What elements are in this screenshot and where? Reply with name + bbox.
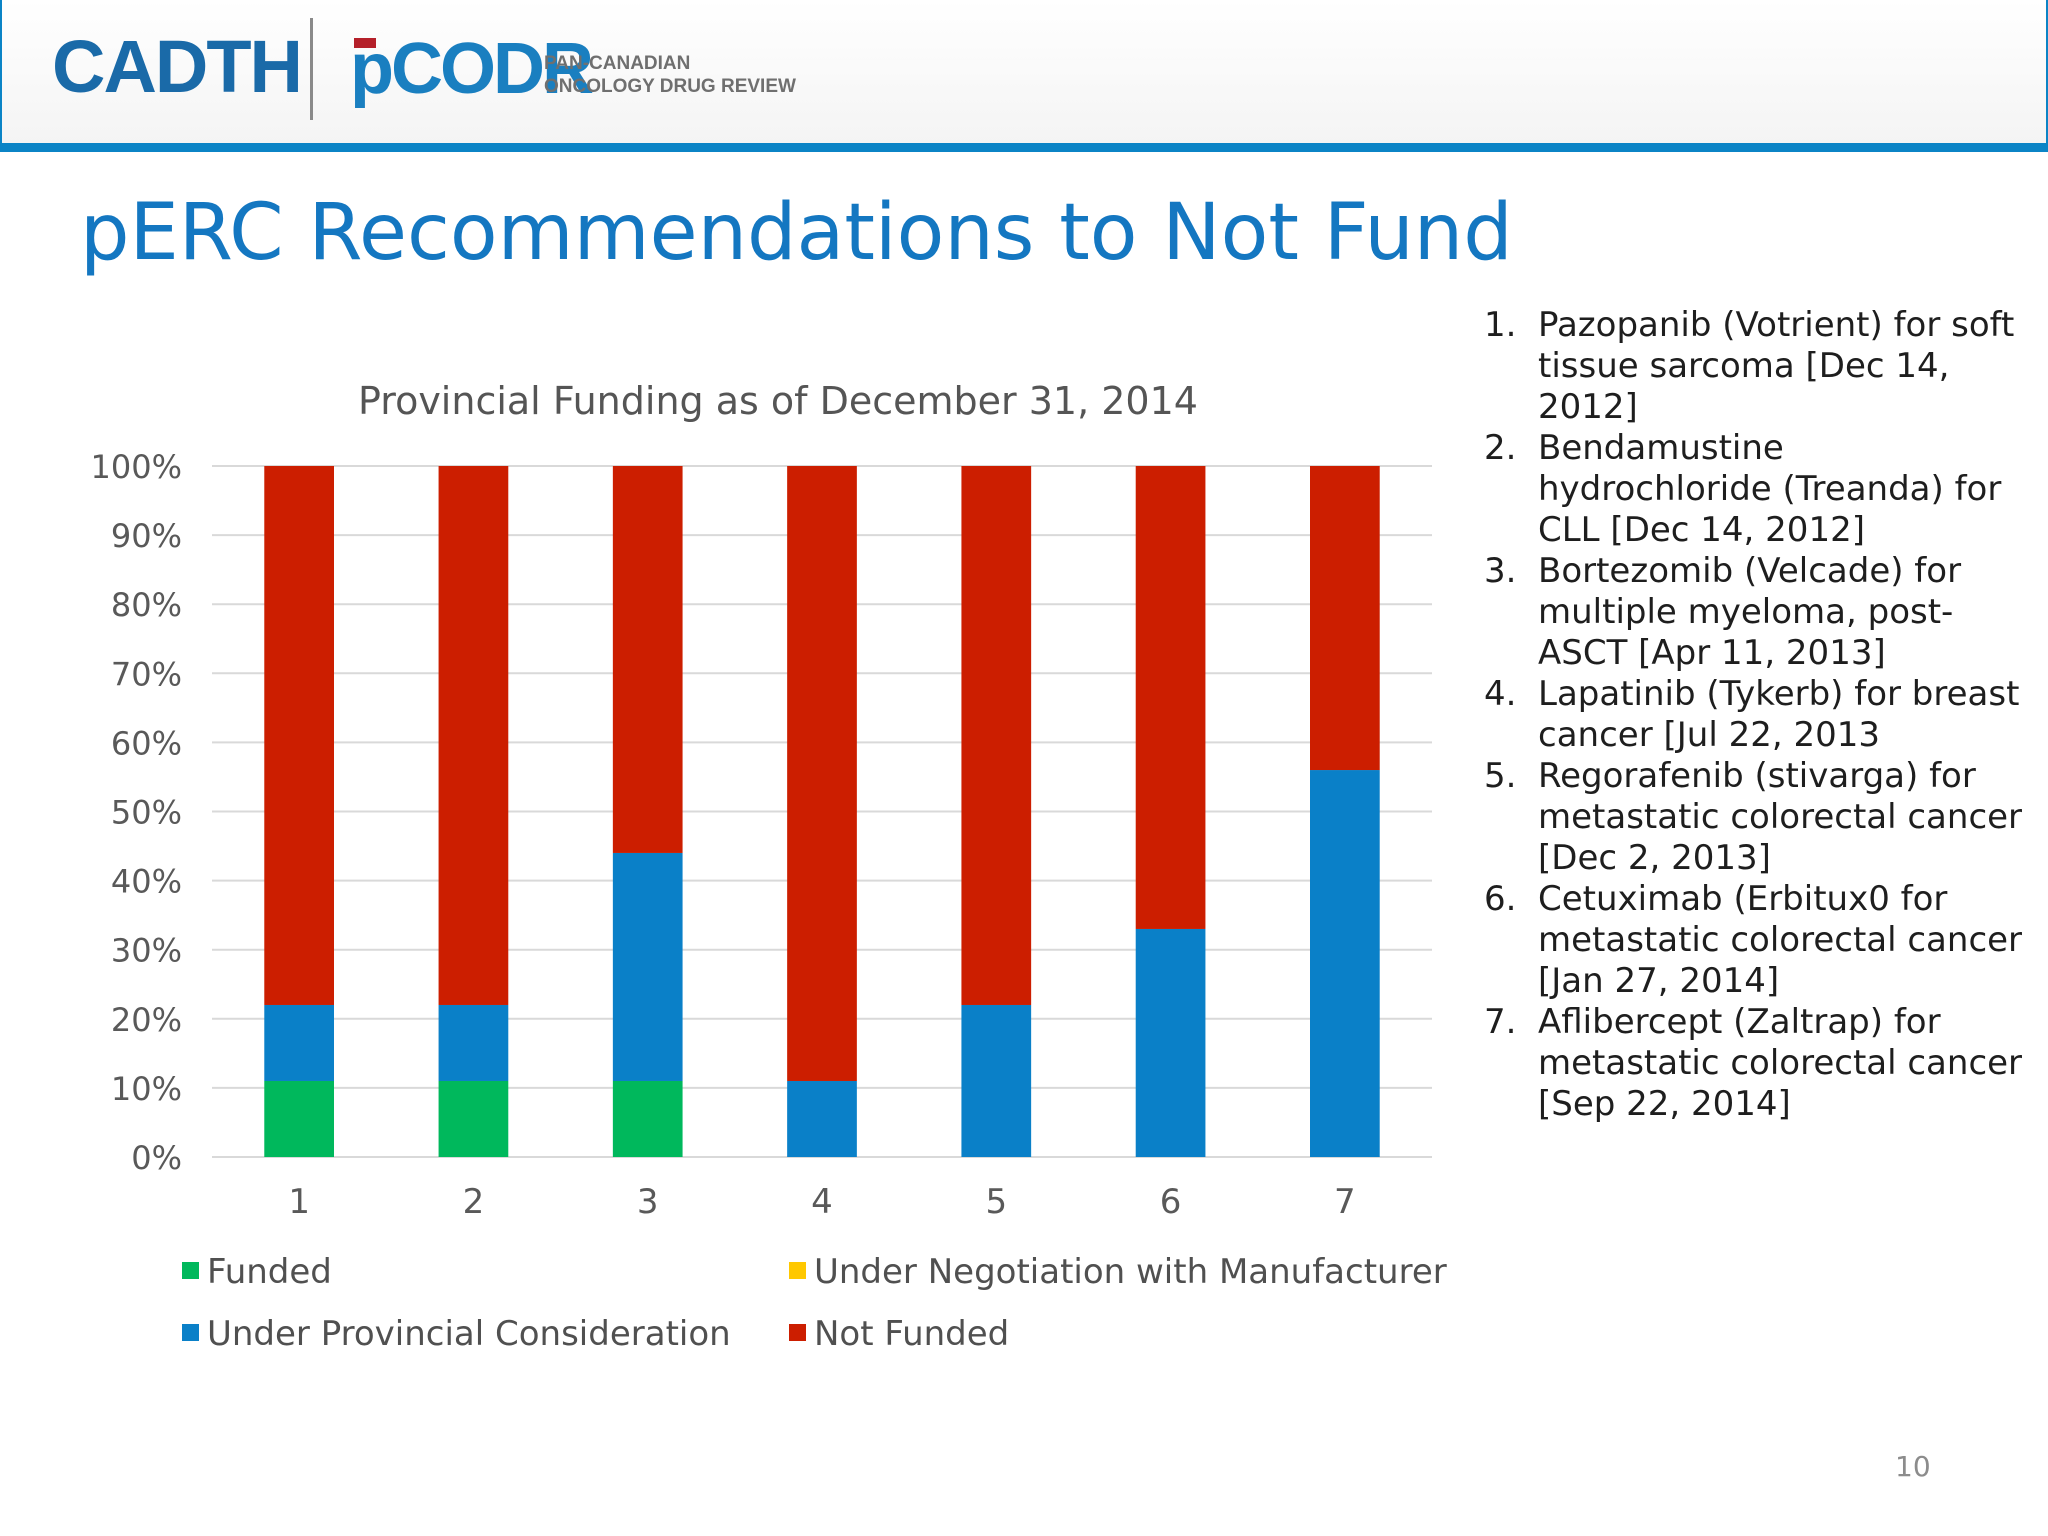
bar-segment-not-funded: [787, 466, 857, 1081]
bar-segment-funded: [438, 1080, 509, 1157]
x-tick-label: 1: [288, 1182, 310, 1222]
cadth-logo: CADTH: [52, 25, 303, 108]
bar-segment-not-funded: [1135, 466, 1206, 929]
x-tick-label: 5: [985, 1182, 1007, 1222]
y-tick-label: 20%: [111, 1001, 182, 1039]
legend-label-not-funded: Not Funded: [814, 1314, 1010, 1354]
bar-segment-not-funded: [612, 466, 683, 853]
pcodr-logo-subtitle: PAN-CANADIAN ONCOLOGY DRUG REVIEW: [544, 52, 796, 98]
pcodr-subtitle-line1: PAN-CANADIAN: [544, 53, 691, 74]
legend-label-under-provincial: Under Provincial Consideration: [207, 1314, 731, 1354]
bar-segment-funded: [612, 1080, 683, 1157]
legend-swatch-not-funded: [789, 1324, 806, 1341]
note-number: 3.: [1484, 551, 1517, 591]
header-rule: [0, 143, 2048, 152]
x-tick-label: 4: [811, 1182, 833, 1222]
y-axis-labels: 0% 10% 20% 30% 40% 50% 60% 70% 80% 90% 100%: [91, 448, 182, 1177]
note-number: 2.: [1484, 428, 1517, 468]
bar-segment-under-provincial-consideration: [438, 1004, 509, 1081]
y-tick-label: 90%: [111, 517, 182, 555]
y-tick-label: 30%: [111, 932, 182, 970]
legend-label-under-negotiation: Under Negotiation with Manufacturer: [814, 1252, 1447, 1292]
note-number: 7.: [1484, 1002, 1517, 1042]
bar-segment-not-funded: [1310, 466, 1380, 771]
legend-under-provincial: Under Provincial Consideration: [182, 1314, 731, 1354]
note-text: Cetuximab (Erbitux0 for metastatic color…: [1538, 879, 2023, 1001]
note-item: 2. Bendamustine hydrochloride (Treanda) f…: [1484, 428, 2024, 551]
bar-segment-under-provincial-consideration: [1135, 928, 1206, 1157]
note-item: 3. Bortezomib (Velcade) for multiple myel…: [1484, 551, 2024, 674]
drug-notes-list: 1. Pazopanib (Votrient) for soft tissue s…: [1484, 305, 2024, 1125]
x-tick-label: 2: [463, 1182, 485, 1222]
x-tick-label: 6: [1160, 1182, 1182, 1222]
x-axis-labels: 1 2 3 4 5 6 7: [288, 1182, 1355, 1222]
note-item: 5. Regorafenib (stivarga) for metastatic …: [1484, 756, 2024, 879]
note-item: 7. Aflibercept (Zaltrap) for metastatic c…: [1484, 1002, 2024, 1125]
x-tick-label: 7: [1334, 1182, 1356, 1222]
bar-segment-not-funded: [264, 466, 334, 1005]
slide-title: pERC Recommendations to Not Fund: [80, 188, 1513, 278]
bar-segment-not-funded: [438, 466, 509, 1005]
header-bar: CADTH pCODR PAN-CANADIAN ONCOLOGY DRUG R…: [0, 0, 2048, 147]
logo-divider: [310, 18, 313, 120]
bar-segment-under-provincial-consideration: [612, 852, 683, 1081]
note-text: Lapatinib (Tykerb) for breast cancer [Ju…: [1538, 674, 2020, 755]
legend-funded: Funded: [182, 1252, 332, 1292]
note-item: 6. Cetuximab (Erbitux0 for metastatic col…: [1484, 879, 2024, 1002]
note-text: Pazopanib (Votrient) for soft tissue sar…: [1538, 305, 2015, 427]
chart-bars: [264, 466, 1380, 1157]
y-tick-label: 10%: [111, 1070, 182, 1108]
note-text: Regorafenib (stivarga) for metastatic co…: [1538, 756, 2023, 878]
legend-swatch-funded: [182, 1262, 199, 1279]
y-tick-label: 100%: [91, 448, 182, 486]
note-number: 4.: [1484, 674, 1517, 714]
y-tick-label: 50%: [111, 794, 182, 832]
legend-label-funded: Funded: [207, 1252, 332, 1292]
y-tick-label: 70%: [111, 655, 182, 693]
note-item: 1. Pazopanib (Votrient) for soft tissue s…: [1484, 305, 2024, 428]
bar-segment-under-provincial-consideration: [787, 1080, 857, 1157]
note-number: 1.: [1484, 305, 1517, 345]
pcodr-logo-mark: [354, 38, 376, 48]
y-tick-label: 60%: [111, 724, 182, 762]
x-tick-label: 3: [637, 1182, 659, 1222]
bar-segment-not-funded: [961, 466, 1032, 1005]
legend-under-negotiation: Under Negotiation with Manufacturer: [789, 1252, 1447, 1292]
bar-segment-funded: [264, 1080, 334, 1157]
y-tick-label: 40%: [111, 863, 182, 901]
legend-swatch-under-negotiation: [789, 1262, 806, 1279]
bar-segment-under-provincial-consideration: [1310, 770, 1380, 1157]
bar-segment-under-provincial-consideration: [264, 1004, 334, 1081]
note-number: 6.: [1484, 879, 1517, 919]
pcodr-subtitle-line2: ONCOLOGY DRUG REVIEW: [544, 76, 796, 97]
page-number: 10: [1895, 1450, 1931, 1483]
note-number: 5.: [1484, 756, 1517, 796]
chart-title: Provincial Funding as of December 31, 20…: [358, 379, 1198, 423]
legend-swatch-under-provincial: [182, 1324, 199, 1341]
note-text: Bendamustine hydrochloride (Treanda) for…: [1538, 428, 2002, 550]
note-text: Bortezomib (Velcade) for multiple myelom…: [1538, 551, 1962, 673]
note-text: Aflibercept (Zaltrap) for metastatic col…: [1538, 1002, 2023, 1124]
y-tick-label: 80%: [111, 586, 182, 624]
pcodr-logo: pCODR: [350, 29, 594, 109]
y-tick-label: 0%: [131, 1139, 182, 1177]
legend-not-funded: Not Funded: [789, 1314, 1009, 1354]
note-item: 4. Lapatinib (Tykerb) for breast cancer […: [1484, 674, 2024, 756]
bar-segment-under-provincial-consideration: [961, 1004, 1032, 1157]
